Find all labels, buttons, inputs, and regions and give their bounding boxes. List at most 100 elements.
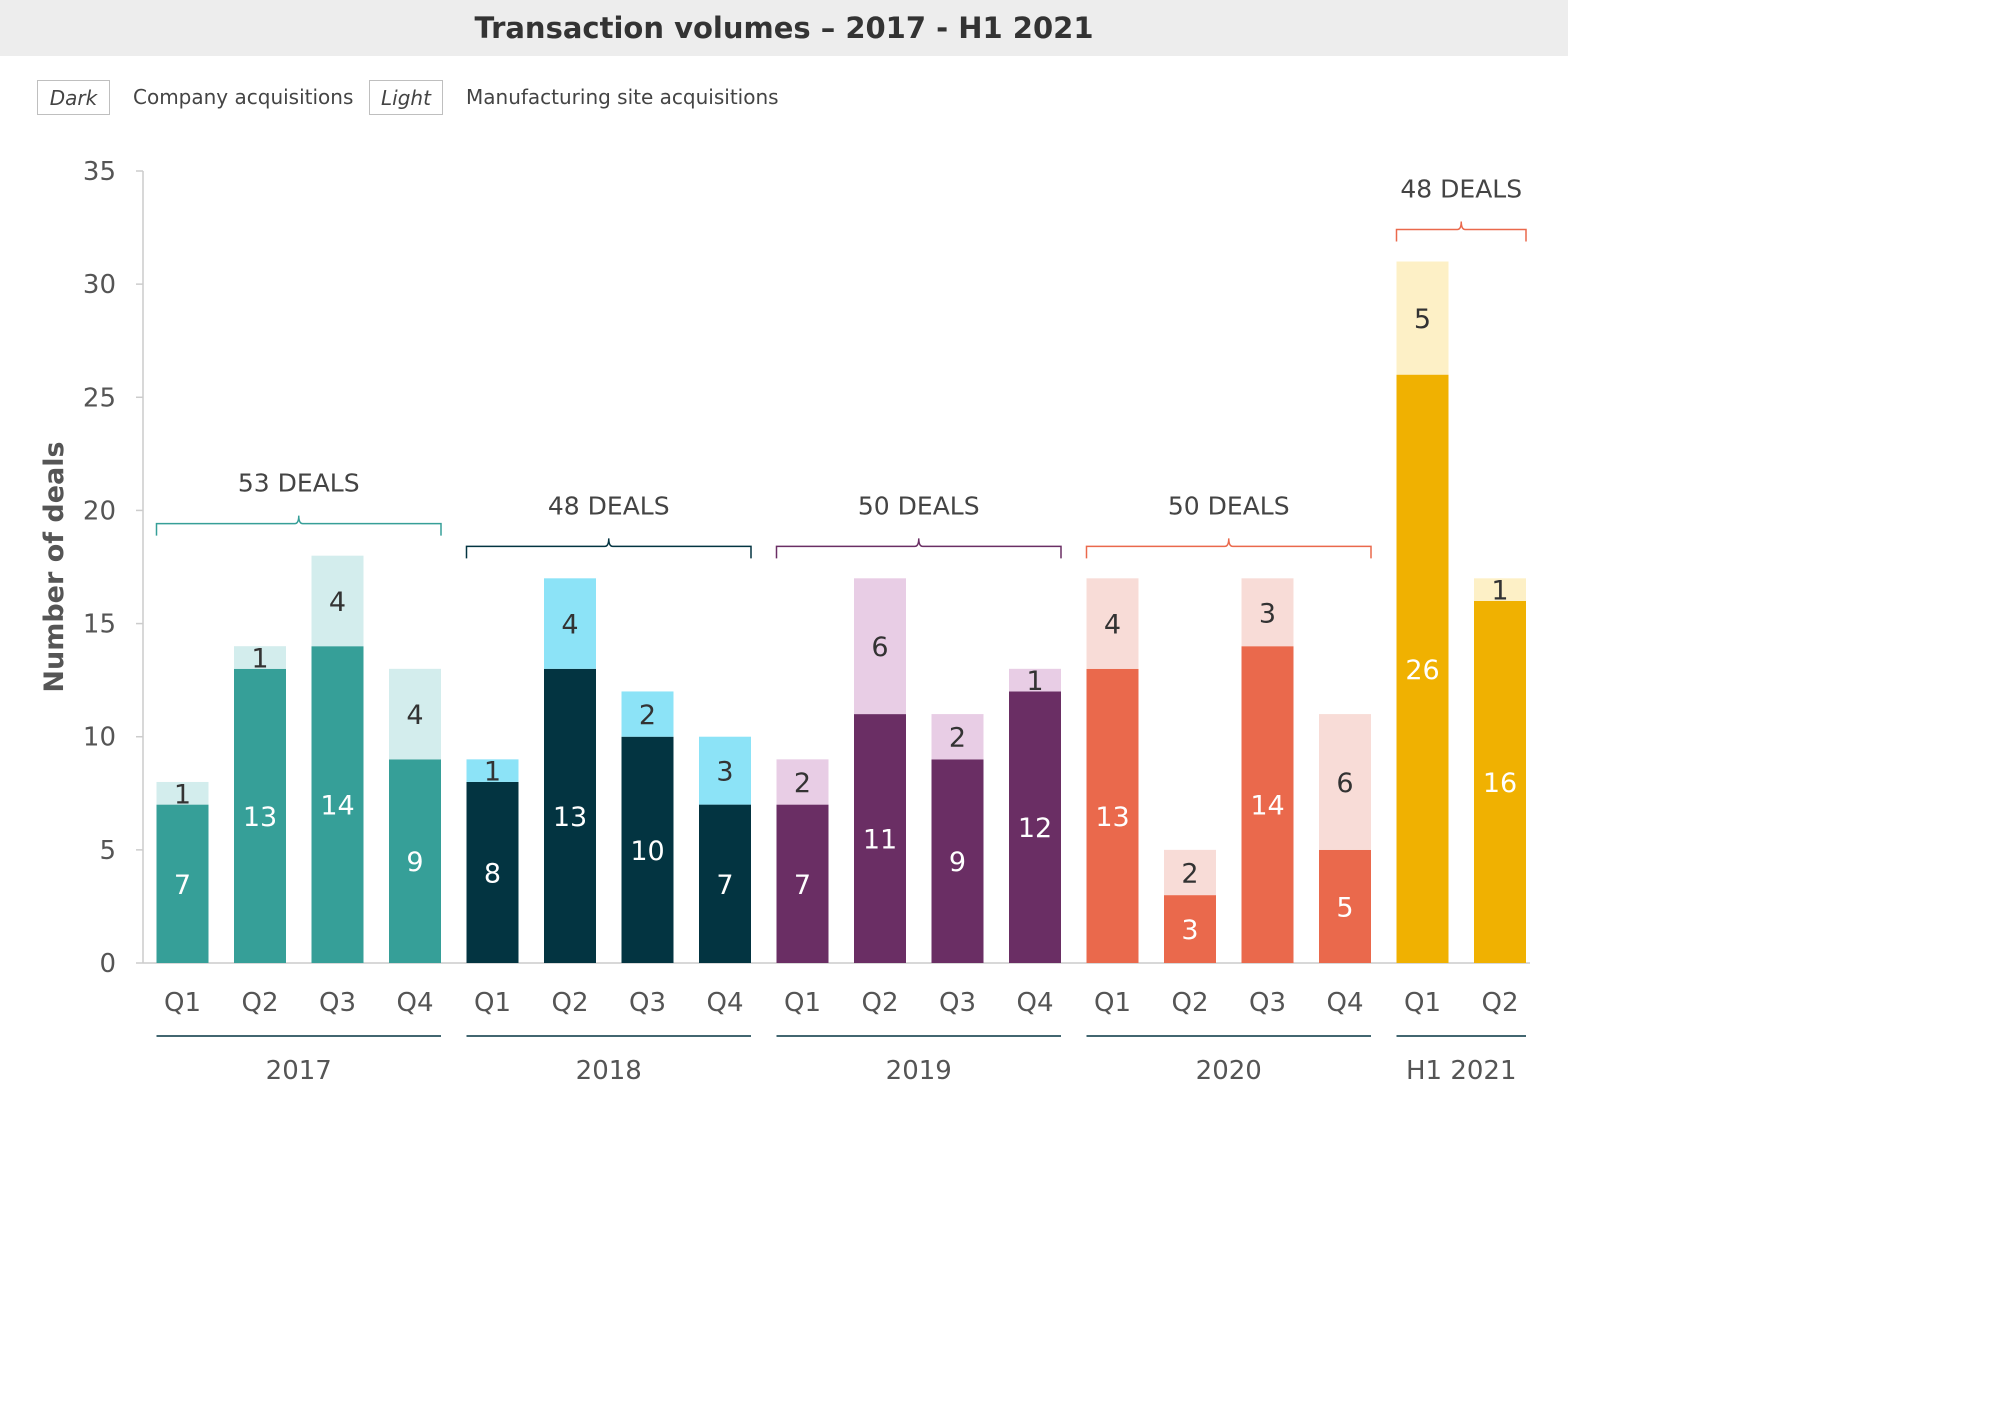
x-tick-label: Q3 bbox=[629, 988, 666, 1018]
bar-manufacturing-site-acquisitions bbox=[1474, 578, 1526, 601]
value-label-manufacturing: 2 bbox=[949, 723, 966, 754]
y-tick-label: 35 bbox=[83, 157, 116, 187]
value-label-company: 26 bbox=[1405, 655, 1439, 686]
bar-manufacturing-site-acquisitions bbox=[544, 578, 596, 669]
group-label: 2018 bbox=[576, 1056, 642, 1086]
bar-manufacturing-site-acquisitions bbox=[931, 714, 984, 760]
bar-manufacturing-site-acquisitions bbox=[1086, 578, 1139, 669]
value-label-company: 13 bbox=[553, 802, 587, 833]
chart-title: Transaction volumes – 2017 - H1 2021 bbox=[474, 11, 1094, 45]
value-label-manufacturing: 3 bbox=[1259, 598, 1276, 629]
value-label-company: 14 bbox=[320, 791, 354, 822]
x-tick-label: Q2 bbox=[1171, 988, 1208, 1018]
value-label-company: 12 bbox=[1018, 813, 1052, 844]
value-label-company: 9 bbox=[406, 847, 423, 878]
bar-company-acquisitions bbox=[1009, 691, 1061, 963]
bar-company-acquisitions bbox=[1474, 600, 1526, 963]
value-label-company: 8 bbox=[484, 858, 501, 889]
group-bracket bbox=[775, 538, 1062, 559]
group-total-label: 50 DEALS bbox=[1168, 491, 1290, 520]
value-label-company: 3 bbox=[1181, 915, 1198, 946]
value-label-manufacturing: 1 bbox=[1491, 576, 1508, 607]
value-label-manufacturing: 4 bbox=[406, 700, 423, 731]
bar-company-acquisitions bbox=[699, 804, 751, 963]
value-label-manufacturing: 4 bbox=[1104, 610, 1121, 641]
bar-company-acquisitions bbox=[1396, 374, 1449, 964]
value-label-company: 10 bbox=[630, 836, 664, 867]
y-axis-title: Number of deals bbox=[39, 441, 70, 692]
bar-company-acquisitions bbox=[1319, 849, 1371, 963]
x-tick-label: Q1 bbox=[474, 988, 511, 1018]
bar-manufacturing-site-acquisitions bbox=[699, 736, 751, 805]
bar-company-acquisitions bbox=[1241, 646, 1294, 963]
value-label-company: 7 bbox=[716, 870, 733, 901]
group-total-label: 50 DEALS bbox=[858, 491, 980, 520]
bar-company-acquisitions bbox=[621, 736, 674, 963]
value-label-manufacturing: 2 bbox=[794, 768, 811, 799]
x-tick-label: Q1 bbox=[1404, 988, 1441, 1018]
y-tick-label: 15 bbox=[83, 610, 116, 640]
group-label: 2020 bbox=[1196, 1056, 1262, 1086]
x-tick-label: Q3 bbox=[319, 988, 356, 1018]
bar-company-acquisitions bbox=[544, 668, 596, 963]
x-tick-label: Q2 bbox=[241, 988, 278, 1018]
x-tick-label: Q4 bbox=[1326, 988, 1363, 1018]
value-label-company: 5 bbox=[1336, 892, 1353, 923]
group-label: H1 2021 bbox=[1406, 1056, 1517, 1086]
value-label-company: 11 bbox=[863, 825, 897, 856]
bar-company-acquisitions bbox=[1086, 668, 1139, 963]
bar-manufacturing-site-acquisitions bbox=[776, 759, 829, 805]
bar-manufacturing-site-acquisitions bbox=[234, 646, 286, 669]
group-label: 2017 bbox=[266, 1056, 332, 1086]
group-total-label: 53 DEALS bbox=[238, 469, 360, 498]
value-label-manufacturing: 1 bbox=[251, 644, 268, 675]
bar-company-acquisitions bbox=[1164, 895, 1216, 963]
x-tick-label: Q3 bbox=[1249, 988, 1286, 1018]
value-label-company: 13 bbox=[1095, 802, 1129, 833]
value-label-manufacturing: 2 bbox=[1181, 858, 1198, 889]
bar-manufacturing-site-acquisitions bbox=[389, 668, 441, 760]
y-tick-label: 5 bbox=[99, 836, 116, 866]
value-label-manufacturing: 1 bbox=[174, 779, 191, 810]
value-label-manufacturing: 2 bbox=[639, 700, 656, 731]
x-tick-label: Q1 bbox=[784, 988, 821, 1018]
bar-company-acquisitions bbox=[931, 759, 984, 963]
bar-manufacturing-site-acquisitions bbox=[466, 759, 519, 782]
value-label-manufacturing: 1 bbox=[484, 757, 501, 788]
bar-company-acquisitions bbox=[389, 759, 441, 963]
bar-manufacturing-site-acquisitions bbox=[1241, 578, 1294, 647]
value-label-company: 14 bbox=[1250, 791, 1284, 822]
bar-company-acquisitions bbox=[776, 804, 829, 963]
value-label-company: 13 bbox=[243, 802, 277, 833]
bar-manufacturing-site-acquisitions bbox=[621, 691, 674, 737]
x-tick-label: Q4 bbox=[706, 988, 743, 1018]
y-tick-label: 10 bbox=[83, 723, 116, 753]
group-bracket bbox=[1395, 221, 1527, 242]
y-tick-label: 20 bbox=[83, 496, 116, 526]
value-label-company: 7 bbox=[794, 870, 811, 901]
bar-manufacturing-site-acquisitions bbox=[311, 555, 364, 647]
value-label-manufacturing: 3 bbox=[716, 757, 733, 788]
bar-manufacturing-site-acquisitions bbox=[1396, 261, 1449, 375]
bar-company-acquisitions bbox=[311, 646, 364, 963]
bar-manufacturing-site-acquisitions bbox=[1319, 714, 1371, 850]
bar-manufacturing-site-acquisitions bbox=[156, 781, 209, 805]
value-label-manufacturing: 6 bbox=[1336, 768, 1353, 799]
x-tick-label: Q2 bbox=[551, 988, 588, 1018]
x-tick-label: Q1 bbox=[1094, 988, 1131, 1018]
group-bracket bbox=[155, 515, 442, 536]
value-label-manufacturing: 5 bbox=[1414, 304, 1431, 335]
group-label: 2019 bbox=[886, 1056, 952, 1086]
x-tick-label: Q4 bbox=[1016, 988, 1053, 1018]
x-tick-label: Q2 bbox=[861, 988, 898, 1018]
legend-light-label: Manufacturing site acquisitions bbox=[466, 85, 779, 109]
bar-company-acquisitions bbox=[156, 804, 209, 963]
group-total-label: 48 DEALS bbox=[548, 491, 670, 520]
bar-company-acquisitions bbox=[854, 714, 906, 963]
group-bracket bbox=[465, 538, 752, 559]
bar-manufacturing-site-acquisitions bbox=[1009, 668, 1061, 692]
bar-manufacturing-site-acquisitions bbox=[1164, 849, 1216, 896]
y-tick-label: 25 bbox=[83, 383, 116, 413]
value-label-manufacturing: 4 bbox=[561, 610, 578, 641]
